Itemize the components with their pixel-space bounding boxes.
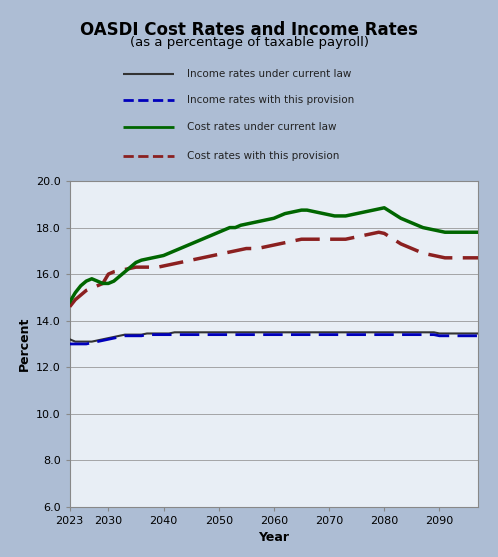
- Text: Income rates with this provision: Income rates with this provision: [187, 95, 355, 105]
- X-axis label: Year: Year: [258, 531, 289, 544]
- Text: Income rates under current law: Income rates under current law: [187, 69, 352, 79]
- Text: (as a percentage of taxable payroll): (as a percentage of taxable payroll): [129, 36, 369, 49]
- Text: Cost rates under current law: Cost rates under current law: [187, 122, 337, 132]
- Text: Cost rates with this provision: Cost rates with this provision: [187, 150, 340, 160]
- Y-axis label: Percent: Percent: [17, 317, 30, 371]
- Text: OASDI Cost Rates and Income Rates: OASDI Cost Rates and Income Rates: [80, 21, 418, 39]
